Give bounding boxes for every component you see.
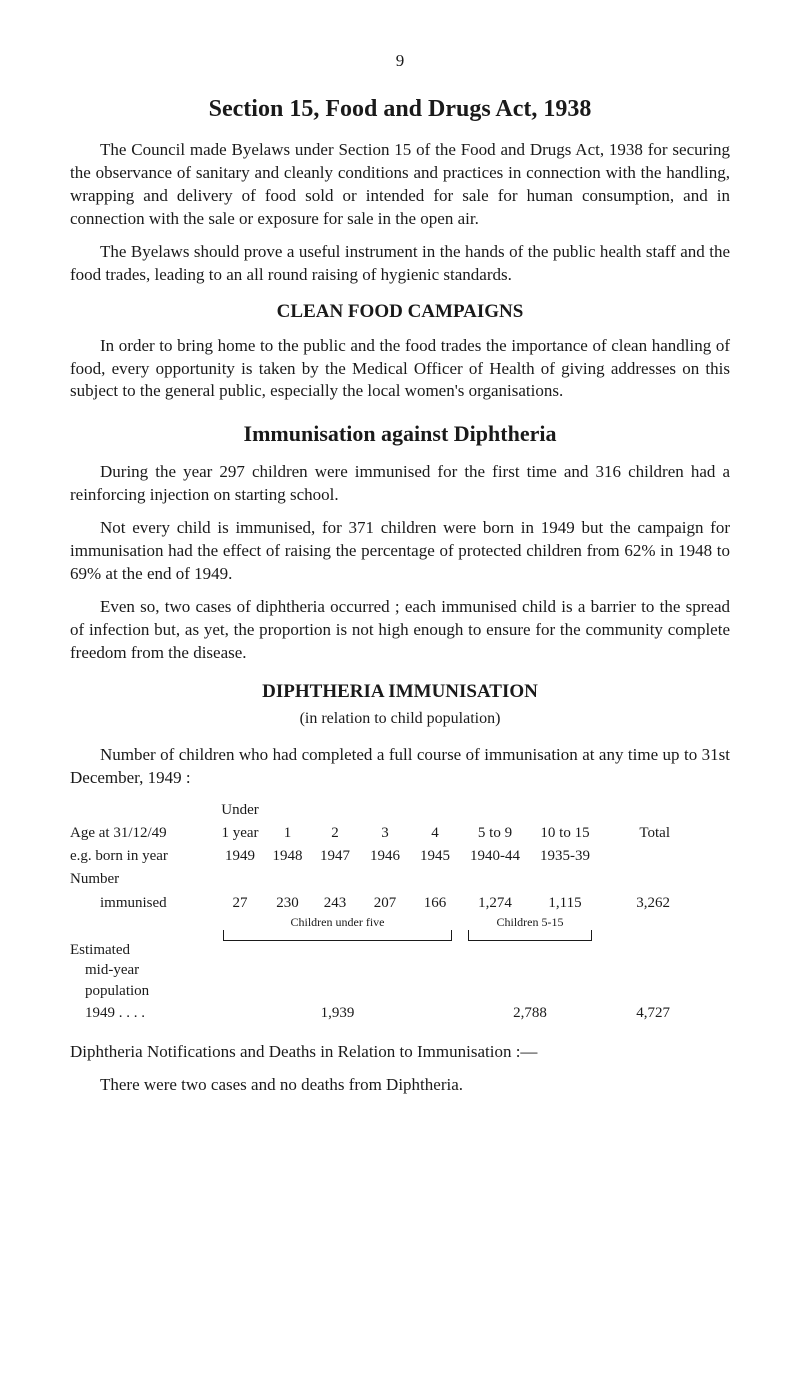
born-c1: 1948 bbox=[265, 846, 310, 866]
born-c4: 1945 bbox=[410, 846, 460, 866]
estimated-row-2: mid-year bbox=[70, 960, 730, 980]
paragraph-7: Number of children who had completed a f… bbox=[70, 744, 730, 790]
table-row-immunised: immunised 27 230 243 207 166 1,274 1,115… bbox=[70, 893, 730, 913]
imm-total: 3,262 bbox=[600, 893, 670, 913]
age-c0: 1 year bbox=[215, 823, 265, 843]
page-number: 9 bbox=[70, 50, 730, 73]
pop-total: 4,727 bbox=[600, 1003, 670, 1023]
imm-c2: 243 bbox=[310, 893, 360, 913]
immunised-label: immunised bbox=[70, 893, 215, 913]
age-c3: 3 bbox=[360, 823, 410, 843]
number-label: Number bbox=[70, 869, 215, 889]
bracket2-label: Children 5-15 bbox=[497, 915, 564, 929]
bracket-5-15: Children 5-15 bbox=[460, 916, 600, 932]
paragraph-9: There were two cases and no deaths from … bbox=[70, 1074, 730, 1097]
table-heading: DIPHTHERIA IMMUNISATION bbox=[70, 679, 730, 705]
main-title: Section 15, Food and Drugs Act, 1938 bbox=[70, 93, 730, 125]
table-row-age: Age at 31/12/49 1 year 1 2 3 4 5 to 9 10… bbox=[70, 823, 730, 843]
age-total: Total bbox=[600, 823, 670, 843]
table-subheading: (in relation to child population) bbox=[70, 708, 730, 730]
imm-c5: 1,274 bbox=[460, 893, 530, 913]
imm-c1: 230 bbox=[265, 893, 310, 913]
age-c4: 4 bbox=[410, 823, 460, 843]
table-row-born: e.g. born in year 1949 1948 1947 1946 19… bbox=[70, 846, 730, 866]
born-c5: 1940-44 bbox=[460, 846, 530, 866]
paragraph-4: During the year 297 children were immuni… bbox=[70, 461, 730, 507]
pop-under-5: 1,939 bbox=[215, 1003, 460, 1023]
under-label: Under bbox=[215, 800, 265, 820]
estimated-row-1: Estimated bbox=[70, 940, 730, 960]
paragraph-6: Even so, two cases of diphtheria occurre… bbox=[70, 596, 730, 665]
immunisation-table: Under Age at 31/12/49 1 year 1 2 3 4 5 t… bbox=[70, 800, 730, 1023]
bracket1-label: Children under five bbox=[291, 915, 385, 929]
paragraph-2: The Byelaws should prove a useful instru… bbox=[70, 241, 730, 287]
born-c0: 1949 bbox=[215, 846, 265, 866]
heading-clean-food: CLEAN FOOD CAMPAIGNS bbox=[70, 299, 730, 325]
table-row-under: Under bbox=[70, 800, 730, 820]
pop-5-15: 2,788 bbox=[460, 1003, 600, 1023]
imm-c6: 1,115 bbox=[530, 893, 600, 913]
born-c2: 1947 bbox=[310, 846, 360, 866]
table-row-number: Number bbox=[70, 869, 730, 889]
estimated-label-2: mid-year bbox=[70, 960, 215, 980]
imm-c3: 207 bbox=[360, 893, 410, 913]
estimated-label-3: population bbox=[70, 981, 215, 1001]
year-1949-label: 1949 . . . . bbox=[70, 1003, 215, 1023]
paragraph-1: The Council made Byelaws under Section 1… bbox=[70, 139, 730, 231]
imm-c0: 27 bbox=[215, 893, 265, 913]
born-c3: 1946 bbox=[360, 846, 410, 866]
estimated-label-1: Estimated bbox=[70, 940, 215, 960]
paragraph-3: In order to bring home to the public and… bbox=[70, 335, 730, 404]
imm-c4: 166 bbox=[410, 893, 460, 913]
born-row-label: e.g. born in year bbox=[70, 846, 215, 866]
age-c1: 1 bbox=[265, 823, 310, 843]
age-c5: 5 to 9 bbox=[460, 823, 530, 843]
paragraph-5: Not every child is immunised, for 371 ch… bbox=[70, 517, 730, 586]
born-c6: 1935-39 bbox=[530, 846, 600, 866]
bracket-under-five: Children under five bbox=[215, 916, 460, 932]
age-c6: 10 to 15 bbox=[530, 823, 600, 843]
table-row-1949: 1949 . . . . 1,939 2,788 4,727 bbox=[70, 1003, 730, 1023]
age-c2: 2 bbox=[310, 823, 360, 843]
heading-immunisation: Immunisation against Diphtheria bbox=[70, 419, 730, 449]
estimated-row-3: population bbox=[70, 981, 730, 1001]
bracket-row: Children under five Children 5-15 bbox=[70, 916, 730, 932]
paragraph-8: Diphtheria Notifications and Deaths in R… bbox=[70, 1041, 730, 1064]
age-row-label: Age at 31/12/49 bbox=[70, 823, 215, 843]
